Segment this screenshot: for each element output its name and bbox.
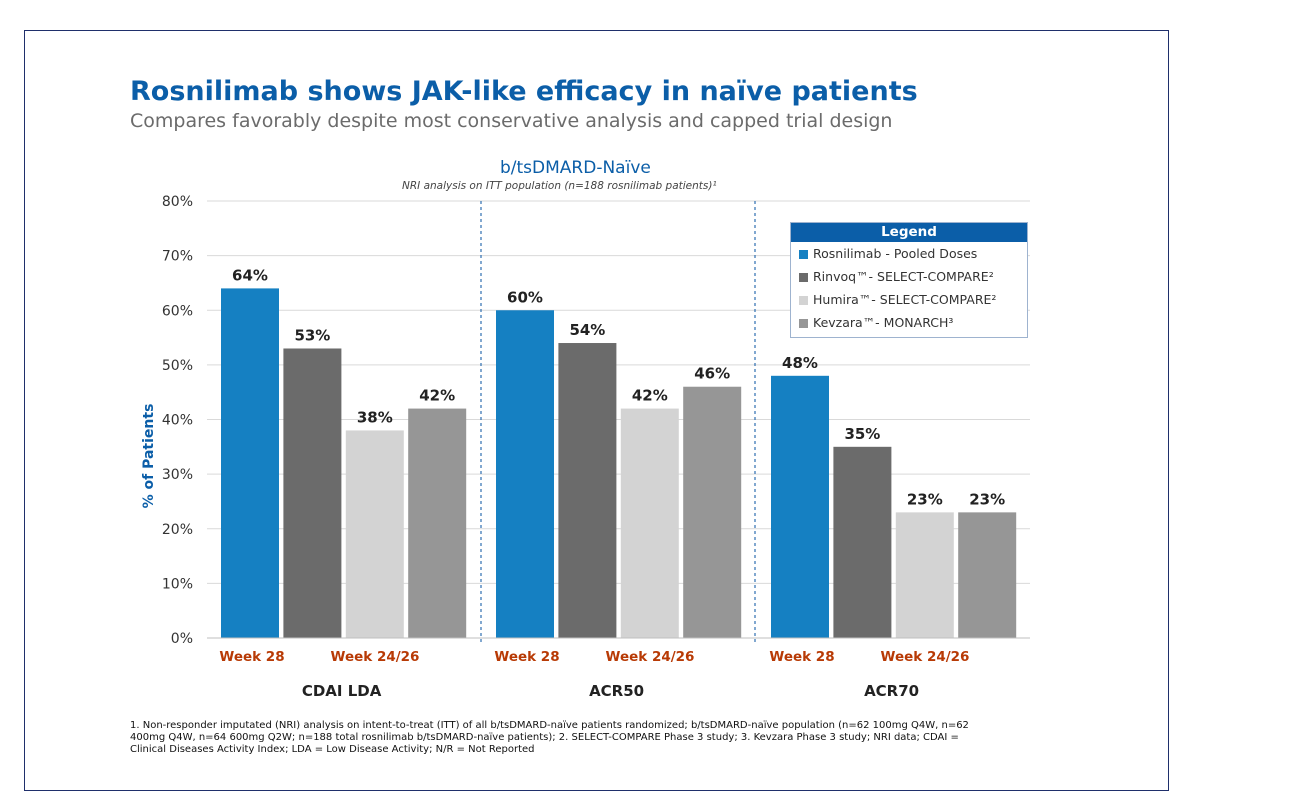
bar bbox=[833, 446, 892, 638]
y-tick-label: 60% bbox=[162, 303, 193, 319]
group-label: CDAI LDA bbox=[302, 682, 382, 700]
chart-legend: Legend Rosnilimab - Pooled Doses Rinvoq™… bbox=[790, 222, 1028, 338]
bar-value-label: 42% bbox=[419, 387, 455, 405]
bar bbox=[283, 348, 342, 638]
bar bbox=[683, 386, 742, 638]
bar bbox=[345, 430, 404, 638]
week-label: Week 24/26 bbox=[881, 649, 970, 665]
legend-swatch bbox=[799, 273, 808, 282]
week-label: Week 24/26 bbox=[606, 649, 695, 665]
y-tick-label: 40% bbox=[162, 413, 193, 429]
footnote: 1. Non-responder imputated (NRI) analysi… bbox=[130, 720, 969, 755]
y-tick-label: 30% bbox=[162, 467, 193, 483]
group-label: ACR50 bbox=[589, 682, 644, 700]
bar-value-label: 23% bbox=[907, 490, 943, 508]
chart-note: NRI analysis on ITT population (n=188 ro… bbox=[402, 180, 717, 192]
bar-value-label: 42% bbox=[632, 387, 668, 405]
legend-item-kevzara: Kevzara™- MONARCH³ bbox=[791, 311, 1027, 334]
y-tick-label: 0% bbox=[171, 631, 193, 647]
bar-value-label: 53% bbox=[294, 326, 330, 344]
y-axis-label: % of Patients bbox=[141, 404, 157, 509]
y-tick-label: 70% bbox=[162, 249, 193, 265]
legend-swatch bbox=[799, 296, 808, 305]
week-label: Week 28 bbox=[219, 649, 284, 665]
legend-label: Rinvoq™- SELECT-COMPARE² bbox=[813, 269, 994, 284]
legend-item-humira: Humira™- SELECT-COMPARE² bbox=[791, 288, 1027, 311]
legend-label: Rosnilimab - Pooled Doses bbox=[813, 246, 978, 261]
bar bbox=[895, 512, 954, 638]
legend-swatch bbox=[799, 250, 808, 259]
bar bbox=[958, 512, 1017, 638]
legend-label: Humira™- SELECT-COMPARE² bbox=[813, 292, 997, 307]
legend-title: Legend bbox=[791, 223, 1027, 242]
bar-value-label: 64% bbox=[232, 266, 268, 284]
y-tick-label: 50% bbox=[162, 358, 193, 374]
week-label: Week 28 bbox=[494, 649, 559, 665]
bar-value-label: 35% bbox=[844, 425, 880, 443]
bar bbox=[558, 343, 617, 638]
legend-item-rinvoq: Rinvoq™- SELECT-COMPARE² bbox=[791, 265, 1027, 288]
bar bbox=[771, 375, 829, 638]
y-tick-label: 20% bbox=[162, 522, 193, 538]
bar-value-label: 60% bbox=[507, 288, 543, 306]
page-subtitle: Compares favorably despite most conserva… bbox=[130, 110, 893, 132]
y-tick-label: 10% bbox=[162, 576, 193, 592]
week-label: Week 24/26 bbox=[331, 649, 420, 665]
page-title: Rosnilimab shows JAK-like efficacy in na… bbox=[130, 76, 918, 107]
bar bbox=[496, 310, 554, 638]
legend-swatch bbox=[799, 319, 808, 328]
bar-value-label: 48% bbox=[782, 354, 818, 372]
y-tick-label: 80% bbox=[162, 194, 193, 210]
legend-item-rosnilimab: Rosnilimab - Pooled Doses bbox=[791, 242, 1027, 265]
bar bbox=[408, 408, 467, 638]
bar-value-label: 38% bbox=[357, 408, 393, 426]
legend-label: Kevzara™- MONARCH³ bbox=[813, 315, 954, 330]
group-label: ACR70 bbox=[864, 682, 919, 700]
chart-heading: b/tsDMARD-Naïve bbox=[500, 158, 651, 178]
bar bbox=[221, 288, 279, 638]
bar-value-label: 54% bbox=[569, 321, 605, 339]
week-label: Week 28 bbox=[769, 649, 834, 665]
bar-value-label: 23% bbox=[969, 490, 1005, 508]
bar-value-label: 46% bbox=[694, 365, 730, 383]
bar bbox=[620, 408, 679, 638]
